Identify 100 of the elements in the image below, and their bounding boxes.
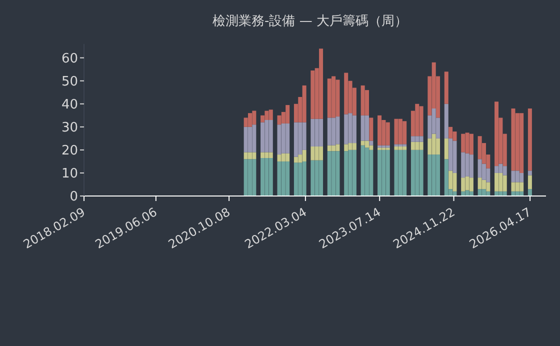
- bar: [314, 146, 319, 160]
- bar: [352, 115, 356, 144]
- bar: [515, 182, 520, 192]
- y-tick-label: 0: [70, 190, 78, 205]
- bar: [469, 134, 474, 155]
- bar: [364, 140, 369, 148]
- bar: [260, 115, 265, 122]
- bar: [244, 126, 248, 152]
- bar: [252, 159, 256, 196]
- bar: [264, 152, 269, 158]
- bar: [319, 48, 324, 119]
- bar: [419, 150, 424, 196]
- bar: [360, 115, 365, 141]
- bar: [310, 70, 315, 119]
- bar: [436, 138, 440, 155]
- bar: [248, 152, 252, 160]
- bar: [281, 123, 286, 154]
- bar: [482, 189, 486, 196]
- bar: [248, 113, 252, 127]
- bar: [398, 118, 402, 144]
- bar: [520, 182, 524, 192]
- y-tick-label: 10: [61, 166, 78, 182]
- bar: [448, 170, 453, 190]
- bar: [298, 162, 302, 196]
- bar: [277, 124, 282, 155]
- bar: [452, 172, 457, 192]
- bar: [268, 120, 273, 152]
- bar: [502, 166, 507, 176]
- bar: [260, 122, 265, 152]
- bar: [310, 146, 315, 160]
- bar: [415, 136, 420, 142]
- bar: [268, 158, 273, 196]
- bar: [352, 150, 356, 196]
- bar: [268, 110, 273, 120]
- bar: [252, 110, 256, 125]
- bar: [369, 140, 374, 146]
- bar: [432, 134, 436, 155]
- bar: [428, 138, 432, 155]
- bar: [348, 113, 352, 144]
- bar: [410, 136, 415, 142]
- bar: [336, 151, 340, 196]
- bar: [294, 122, 298, 157]
- bar: [360, 85, 365, 116]
- bar: [336, 116, 340, 144]
- bar: [268, 152, 273, 158]
- bar: [260, 152, 265, 158]
- bar: [252, 124, 256, 152]
- bar: [511, 108, 516, 171]
- bar: [336, 144, 340, 152]
- bar: [302, 161, 306, 196]
- bar: [428, 154, 432, 196]
- chart-title: 檢測業務-設備 — 大戶籌碼（周）: [212, 13, 408, 30]
- bar: [332, 145, 336, 152]
- bar: [327, 78, 332, 118]
- bar: [310, 118, 315, 146]
- bar: [478, 159, 482, 178]
- bar: [327, 151, 332, 196]
- bar: [327, 118, 332, 146]
- bar: [515, 170, 520, 182]
- bar: [277, 161, 282, 196]
- bar: [482, 180, 486, 190]
- bar: [281, 153, 286, 162]
- bar: [398, 146, 402, 150]
- bar: [465, 190, 470, 196]
- bar: [294, 162, 298, 196]
- bar: [264, 120, 269, 152]
- bar: [478, 189, 482, 196]
- bar: [444, 138, 448, 160]
- bar: [277, 115, 282, 125]
- bar: [528, 108, 532, 171]
- bar: [369, 150, 374, 196]
- bar: [520, 172, 524, 182]
- bar: [402, 150, 407, 196]
- bar: [415, 104, 420, 136]
- bar: [344, 72, 348, 114]
- bar: [369, 118, 374, 141]
- bar: [344, 151, 348, 196]
- bar: [419, 106, 424, 136]
- bar: [452, 140, 457, 173]
- bar: [511, 182, 516, 192]
- bar: [398, 150, 402, 196]
- bar: [281, 161, 286, 196]
- bar: [260, 158, 265, 196]
- bar: [444, 72, 448, 104]
- bar: [244, 159, 248, 196]
- y-tick-label: 20: [61, 144, 78, 159]
- bar: [394, 118, 398, 144]
- bar: [528, 175, 532, 190]
- bar: [314, 160, 319, 196]
- bar: [332, 76, 336, 118]
- bar: [465, 153, 470, 176]
- bar: [332, 151, 336, 196]
- bar: [314, 118, 319, 146]
- bar: [286, 105, 290, 124]
- bar: [244, 152, 248, 160]
- bar: [332, 118, 336, 146]
- bar: [486, 168, 490, 182]
- bar: [461, 134, 466, 152]
- bar: [415, 150, 420, 196]
- bar: [402, 121, 407, 144]
